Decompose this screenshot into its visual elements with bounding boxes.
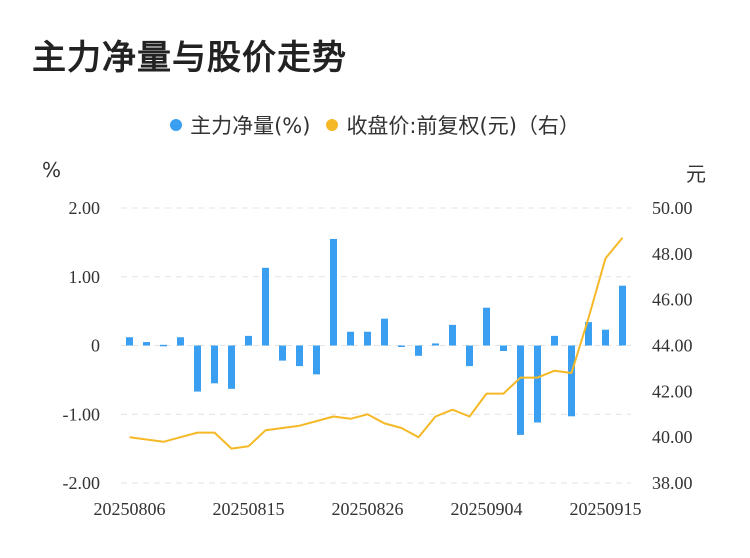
net-flow-bar [126, 337, 133, 346]
legend-dot-orange-icon [326, 119, 339, 131]
x-tick-label: 20250826 [332, 499, 404, 519]
net-flow-bar [483, 307, 490, 346]
net-flow-bar [330, 238, 337, 346]
y-left-tick-label: 0 [91, 336, 100, 356]
net-flow-bar [279, 345, 286, 361]
y-right-tick-label: 48.00 [652, 244, 693, 264]
x-tick-label: 20250904 [451, 499, 523, 519]
y-left-tick-label: -2.00 [63, 473, 101, 493]
y-left-tick-label: 1.00 [69, 267, 101, 287]
net-flow-bar [347, 331, 354, 346]
net-flow-bar [296, 345, 303, 367]
y-right-tick-label: 46.00 [652, 290, 693, 310]
left-axis-unit: % [42, 158, 62, 182]
legend-item-close-price[interactable]: 收盘价:前复权(元)（右） [326, 110, 580, 140]
close-price-line [129, 237, 624, 450]
legend-item-net-flow[interactable]: 主力净量(%) [170, 110, 310, 140]
x-tick-label: 20250915 [570, 499, 642, 519]
net-flow-bar [313, 345, 320, 375]
y-left-tick-label: -1.00 [63, 404, 101, 424]
net-flow-bar [364, 331, 371, 346]
net-flow-bar [534, 345, 541, 423]
net-flow-bar [211, 345, 218, 384]
net-flow-bar [517, 345, 524, 435]
net-flow-bar [449, 324, 456, 346]
y-right-tick-label: 50.00 [652, 198, 693, 218]
net-flow-bar [160, 344, 167, 347]
net-flow-bar [143, 342, 150, 346]
net-flow-bar [466, 345, 473, 367]
net-flow-bar [551, 335, 558, 346]
net-flow-bar [432, 343, 439, 346]
net-flow-bar [568, 345, 575, 417]
y-right-tick-label: 42.00 [652, 381, 693, 401]
legend: 主力净量(%) 收盘价:前复权(元)（右） [0, 110, 750, 140]
y-right-tick-label: 38.00 [652, 473, 693, 493]
net-flow-bar [602, 329, 609, 346]
chart-title: 主力净量与股价走势 [32, 38, 347, 78]
y-right-tick-label: 44.00 [652, 336, 693, 356]
net-flow-bar [245, 335, 252, 346]
x-tick-label: 20250815 [213, 499, 285, 519]
legend-label-close-price: 收盘价:前复权(元)（右） [346, 114, 580, 138]
net-flow-bar [585, 322, 592, 346]
net-flow-bar [415, 345, 422, 356]
y-right-tick-label: 40.00 [652, 427, 693, 447]
net-flow-bar [194, 345, 201, 392]
net-flow-bar [262, 267, 269, 346]
net-flow-bar [228, 345, 235, 389]
net-flow-bar [381, 318, 388, 346]
legend-dot-blue-icon [170, 119, 183, 131]
right-axis-unit: 元 [686, 162, 706, 186]
net-flow-bar [177, 337, 184, 346]
net-flow-bar [619, 285, 626, 346]
y-left-tick-label: 2.00 [69, 198, 101, 218]
x-tick-label: 20250806 [94, 499, 166, 519]
legend-label-net-flow: 主力净量(%) [190, 114, 311, 138]
net-flow-bar [500, 345, 507, 351]
net-flow-bar [398, 345, 405, 347]
